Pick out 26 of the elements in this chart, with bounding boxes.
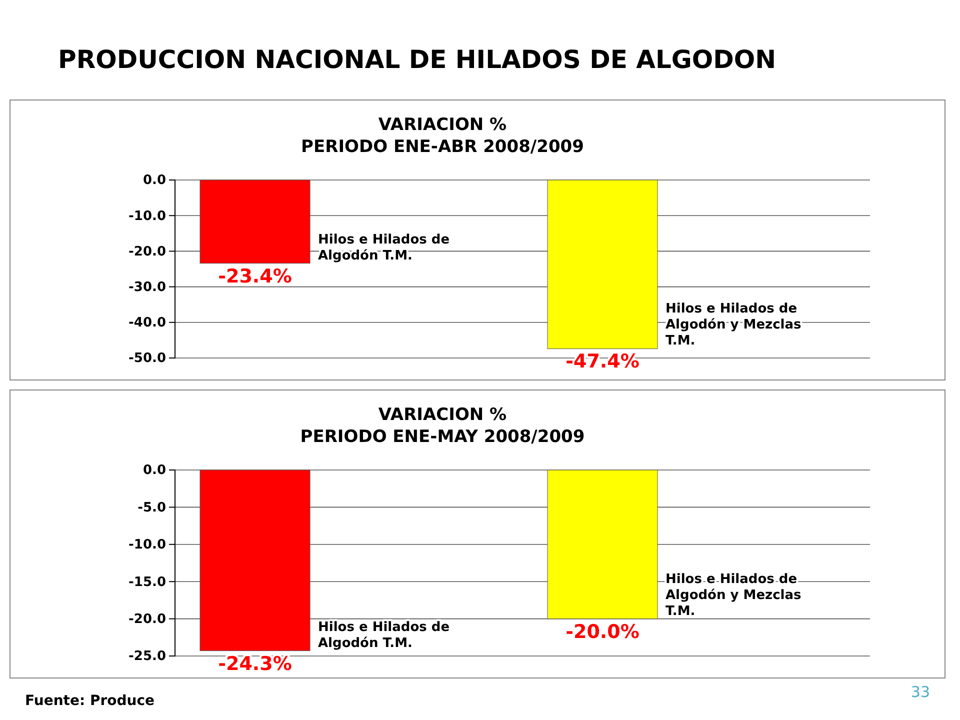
y-tick-label: -50.0: [128, 351, 166, 366]
chart-title: VARIACION %: [378, 405, 507, 425]
chart-title: VARIACION %: [378, 115, 507, 135]
y-tick-label: -10.0: [128, 208, 166, 224]
y-tick-label: -10.0: [128, 538, 166, 553]
text: 33: [910, 683, 930, 701]
data-label: -24.3%: [218, 652, 292, 675]
y-tick-label: -15.0: [128, 574, 166, 590]
x-tick-label: Hilos e Hilados de Algodón T.M.: [318, 232, 450, 264]
source-note: Fuente: Produce: [25, 693, 155, 709]
data-label: -47.4%: [566, 350, 640, 373]
text: PRODUCCION NACIONAL DE HILADOS DE ALGODON: [58, 45, 776, 74]
y-tick-label: -25.0: [128, 649, 166, 664]
y-tick-label: 0.0: [142, 463, 166, 478]
y-tick-label: -20.0: [128, 612, 166, 627]
y-tick-label: -5.0: [138, 500, 166, 516]
y-tick-label: -30.0: [128, 280, 166, 295]
data-label: -20.0%: [566, 620, 640, 643]
x-tick-label: Hilos e Hilados de Algodón T.M.: [318, 620, 450, 651]
y-tick-label: 0.0: [142, 173, 166, 188]
chart-subtitle: PERIODO ENE-ABR 2008/2009: [301, 137, 584, 157]
y-tick-label: -40.0: [128, 316, 166, 331]
x-tick-label: Hilos e Hilados de Algodón y Mezclas T.M.: [666, 302, 802, 349]
data-label: -23.4%: [218, 265, 292, 288]
y-tick-label: -20.0: [128, 244, 166, 260]
chart-subtitle: PERIODO ENE-MAY 2008/2009: [300, 427, 585, 447]
